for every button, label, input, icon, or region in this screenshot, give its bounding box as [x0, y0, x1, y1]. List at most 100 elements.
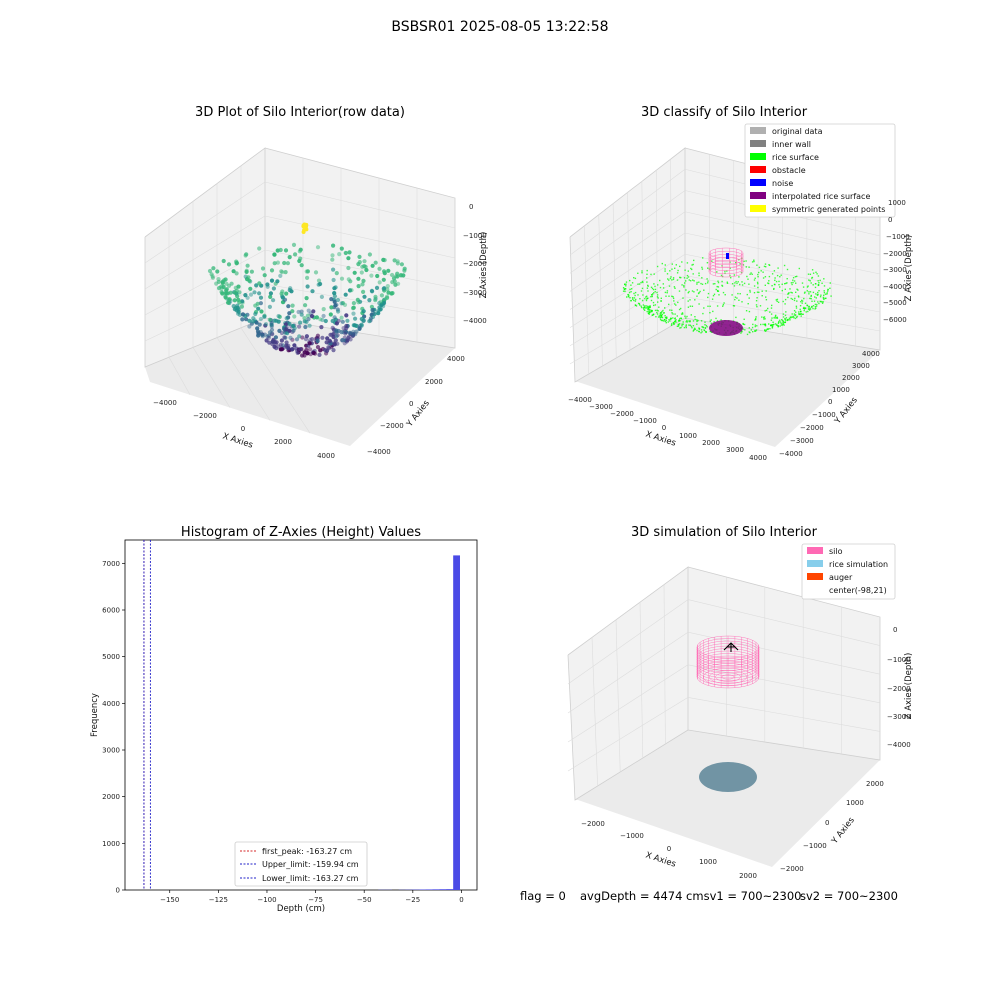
rice-surface-point — [797, 295, 800, 297]
histogram-axes-frame — [124, 539, 478, 891]
raw-data-point — [340, 319, 345, 324]
rice-surface-point — [693, 280, 695, 282]
sim-legend-label: silo — [829, 547, 843, 556]
gridline — [584, 225, 590, 375]
classify-noise-marker — [726, 253, 729, 259]
rice-surface-point — [627, 294, 630, 296]
raw-data-point — [263, 323, 268, 328]
rice-surface-point — [773, 287, 775, 290]
raw-data-point — [239, 304, 244, 309]
rice-surface-point — [643, 305, 646, 307]
raw-data-point — [377, 280, 382, 285]
classify-z-tick: −6000 — [883, 316, 907, 324]
rice-surface-point — [764, 318, 766, 320]
raw-data-point — [275, 248, 280, 253]
rice-surface-point — [682, 323, 684, 325]
rice-surface-point — [681, 261, 683, 263]
rice-surface-point — [801, 282, 804, 284]
raw-data-point — [361, 278, 366, 283]
raw-data-point — [324, 348, 329, 354]
rice-surface-point — [777, 322, 780, 324]
histogram-y-tick-label: 7000 — [102, 560, 120, 568]
raw-data-point — [226, 300, 231, 305]
classify-legend-swatch — [750, 166, 766, 173]
rice-surface-point — [642, 304, 645, 306]
rice-surface-point — [780, 322, 782, 324]
classify-legend-swatch — [750, 127, 766, 134]
rice-surface-point — [823, 290, 825, 292]
rice-surface-point — [698, 328, 701, 330]
rice-surface-point — [646, 273, 648, 275]
rice-surface-point — [659, 279, 661, 282]
rice-surface-point — [698, 274, 700, 277]
rice-surface-point — [665, 322, 667, 324]
histogram-legend: first_peak: -163.27 cm Upper_limit: -159… — [234, 841, 368, 887]
rice-surface-point — [734, 296, 737, 298]
rice-surface-point — [657, 284, 659, 286]
rice-surface-point — [810, 297, 812, 300]
raw-data-point — [379, 302, 384, 307]
histogram-y-tick-label: 2000 — [102, 793, 120, 801]
rice-surface-point — [736, 282, 738, 285]
rice-surface-point — [784, 319, 787, 321]
rice-surface-point — [764, 263, 767, 265]
rice-surface-point — [771, 317, 773, 319]
rice-surface-point — [821, 282, 823, 284]
classify-silo-cylinder — [708, 247, 744, 278]
rice-surface-point — [753, 260, 755, 263]
rice-surface-point — [656, 311, 658, 314]
raw-data-point — [266, 333, 271, 338]
rice-surface-point — [789, 319, 791, 321]
rice-surface-point — [771, 285, 773, 287]
rice-surface-point — [808, 309, 811, 311]
rice-surface-point — [640, 290, 643, 292]
raw-data-point — [292, 343, 297, 348]
classify-floor-pane — [575, 318, 880, 447]
raw-y-tick: −4000 — [367, 448, 391, 456]
rice-surface-point — [698, 292, 700, 294]
rice-surface-point — [660, 312, 663, 314]
rice-surface-point — [827, 290, 829, 292]
rice-surface-point — [724, 270, 726, 272]
gridline — [615, 619, 621, 773]
raw-data-point — [290, 309, 295, 314]
raw-data-point — [257, 322, 262, 327]
rice-surface-point — [809, 273, 812, 275]
rice-surface-point — [690, 325, 693, 328]
raw-data-point — [270, 339, 275, 344]
rice-surface-point — [751, 261, 754, 263]
raw-data-point — [302, 319, 307, 324]
raw-data-point — [265, 284, 270, 289]
rice-surface-point — [684, 269, 686, 271]
rice-surface-point — [754, 330, 756, 332]
classify-z-tick: −2000 — [883, 250, 907, 258]
raw-data-point — [345, 318, 350, 323]
sim-z-tick: 0 — [893, 626, 897, 634]
rice-surface-point — [660, 316, 663, 318]
rice-surface-point — [781, 289, 783, 292]
gridline — [192, 347, 231, 408]
classify-legend-label: original data — [772, 127, 823, 136]
rice-surface-point — [800, 301, 802, 303]
classify-legend-swatch — [750, 192, 766, 199]
raw-data-point — [267, 304, 272, 309]
gridline — [569, 232, 686, 310]
rice-surface-point — [789, 316, 792, 318]
rice-surface-point — [722, 304, 725, 306]
rice-surface-point — [784, 314, 787, 317]
raw-data-point — [288, 286, 293, 291]
rice-surface-point — [712, 283, 715, 285]
rice-surface-point — [684, 315, 686, 317]
raw-data-point — [287, 328, 292, 333]
rice-surface-point — [672, 278, 675, 281]
rice-surface-point — [759, 305, 762, 307]
rice-surface-point — [818, 290, 820, 292]
rice-surface-point — [798, 313, 800, 315]
rice-surface-point — [746, 275, 748, 278]
rice-surface-point — [683, 326, 686, 329]
rice-surface-point — [770, 319, 773, 321]
rice-surface-point — [775, 299, 777, 301]
rice-surface-point — [707, 305, 709, 307]
rice-surface-point — [687, 270, 689, 272]
raw-data-point — [359, 270, 364, 275]
